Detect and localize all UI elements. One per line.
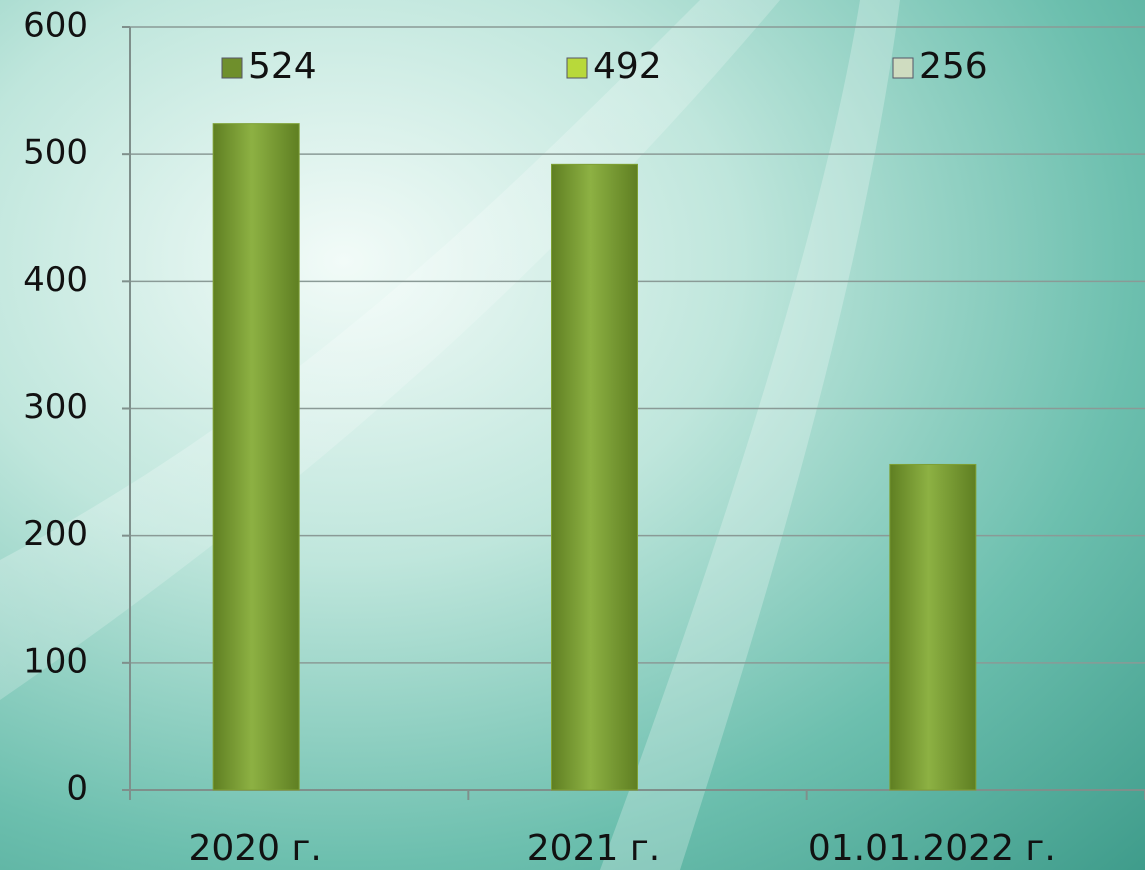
y-tick-label: 200 [23,514,88,554]
y-tick-label: 400 [23,260,88,300]
y-tick-label: 300 [23,387,88,427]
legend-swatch [222,58,242,78]
x-tick-label: 2021 г. [527,828,660,869]
legend-label: 256 [919,46,988,87]
x-tick-label: 2020 г. [188,828,321,869]
legend-label: 524 [248,46,317,87]
x-tick-label: 01.01.2022 г. [808,828,1056,869]
y-tick-label: 500 [23,133,88,173]
chart: 0 100 200 300 400 500 600 2020 г. 2021 г. 01.01.2… [0,0,1145,870]
bar [890,464,976,790]
y-tick-label: 100 [23,641,88,681]
bar [552,164,638,790]
bar [213,124,299,790]
legend-swatch [567,58,587,78]
y-tick-label: 0 [66,769,88,809]
legend-swatch [893,58,913,78]
chart-background: 0 100 200 300 400 500 600 2020 г. 2021 г. 01.01.2… [0,0,1145,870]
background-swirl [0,0,780,700]
y-tick-label: 600 [23,6,88,46]
legend-label: 492 [593,46,662,87]
